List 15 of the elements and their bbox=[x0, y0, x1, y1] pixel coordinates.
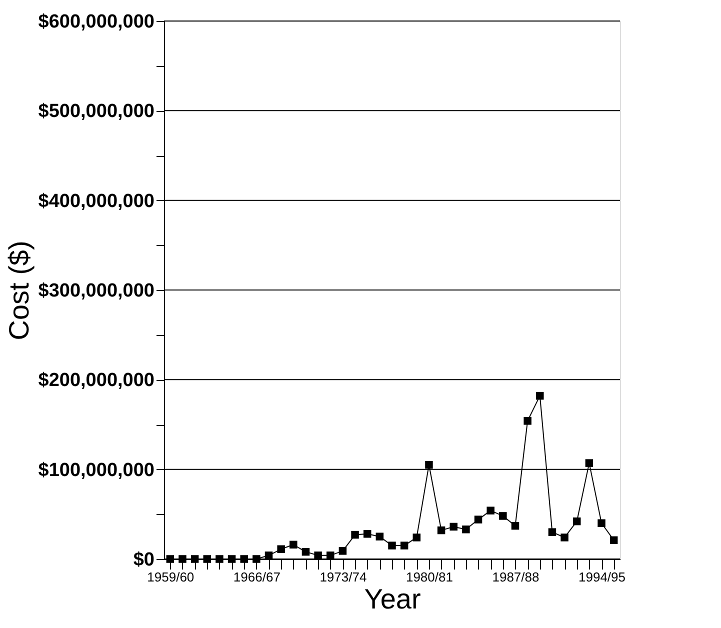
y-tick-label: $600,000,000 bbox=[38, 12, 154, 32]
y-axis-title: Cost ($) bbox=[3, 240, 34, 340]
x-tick-label: 1966/67 bbox=[233, 570, 280, 584]
x-axis-title: Year bbox=[364, 584, 421, 614]
x-tick-label: 1959/60 bbox=[147, 570, 194, 584]
x-tick-label: 1994/95 bbox=[578, 570, 626, 584]
x-tick-label: 1987/88 bbox=[492, 570, 540, 584]
y-tick-label: $0 bbox=[133, 550, 154, 570]
y-tick-label: $200,000,000 bbox=[38, 370, 154, 392]
y-tick-label: $100,000,000 bbox=[38, 460, 154, 481]
y-tick-label: $400,000,000 bbox=[38, 190, 154, 212]
x-tick-label: 1980/81 bbox=[406, 570, 453, 584]
x-tick-label: 1973/74 bbox=[320, 570, 367, 584]
y-tick-label: $500,000,000 bbox=[38, 101, 154, 122]
y-tick-label: $300,000,000 bbox=[38, 280, 154, 302]
